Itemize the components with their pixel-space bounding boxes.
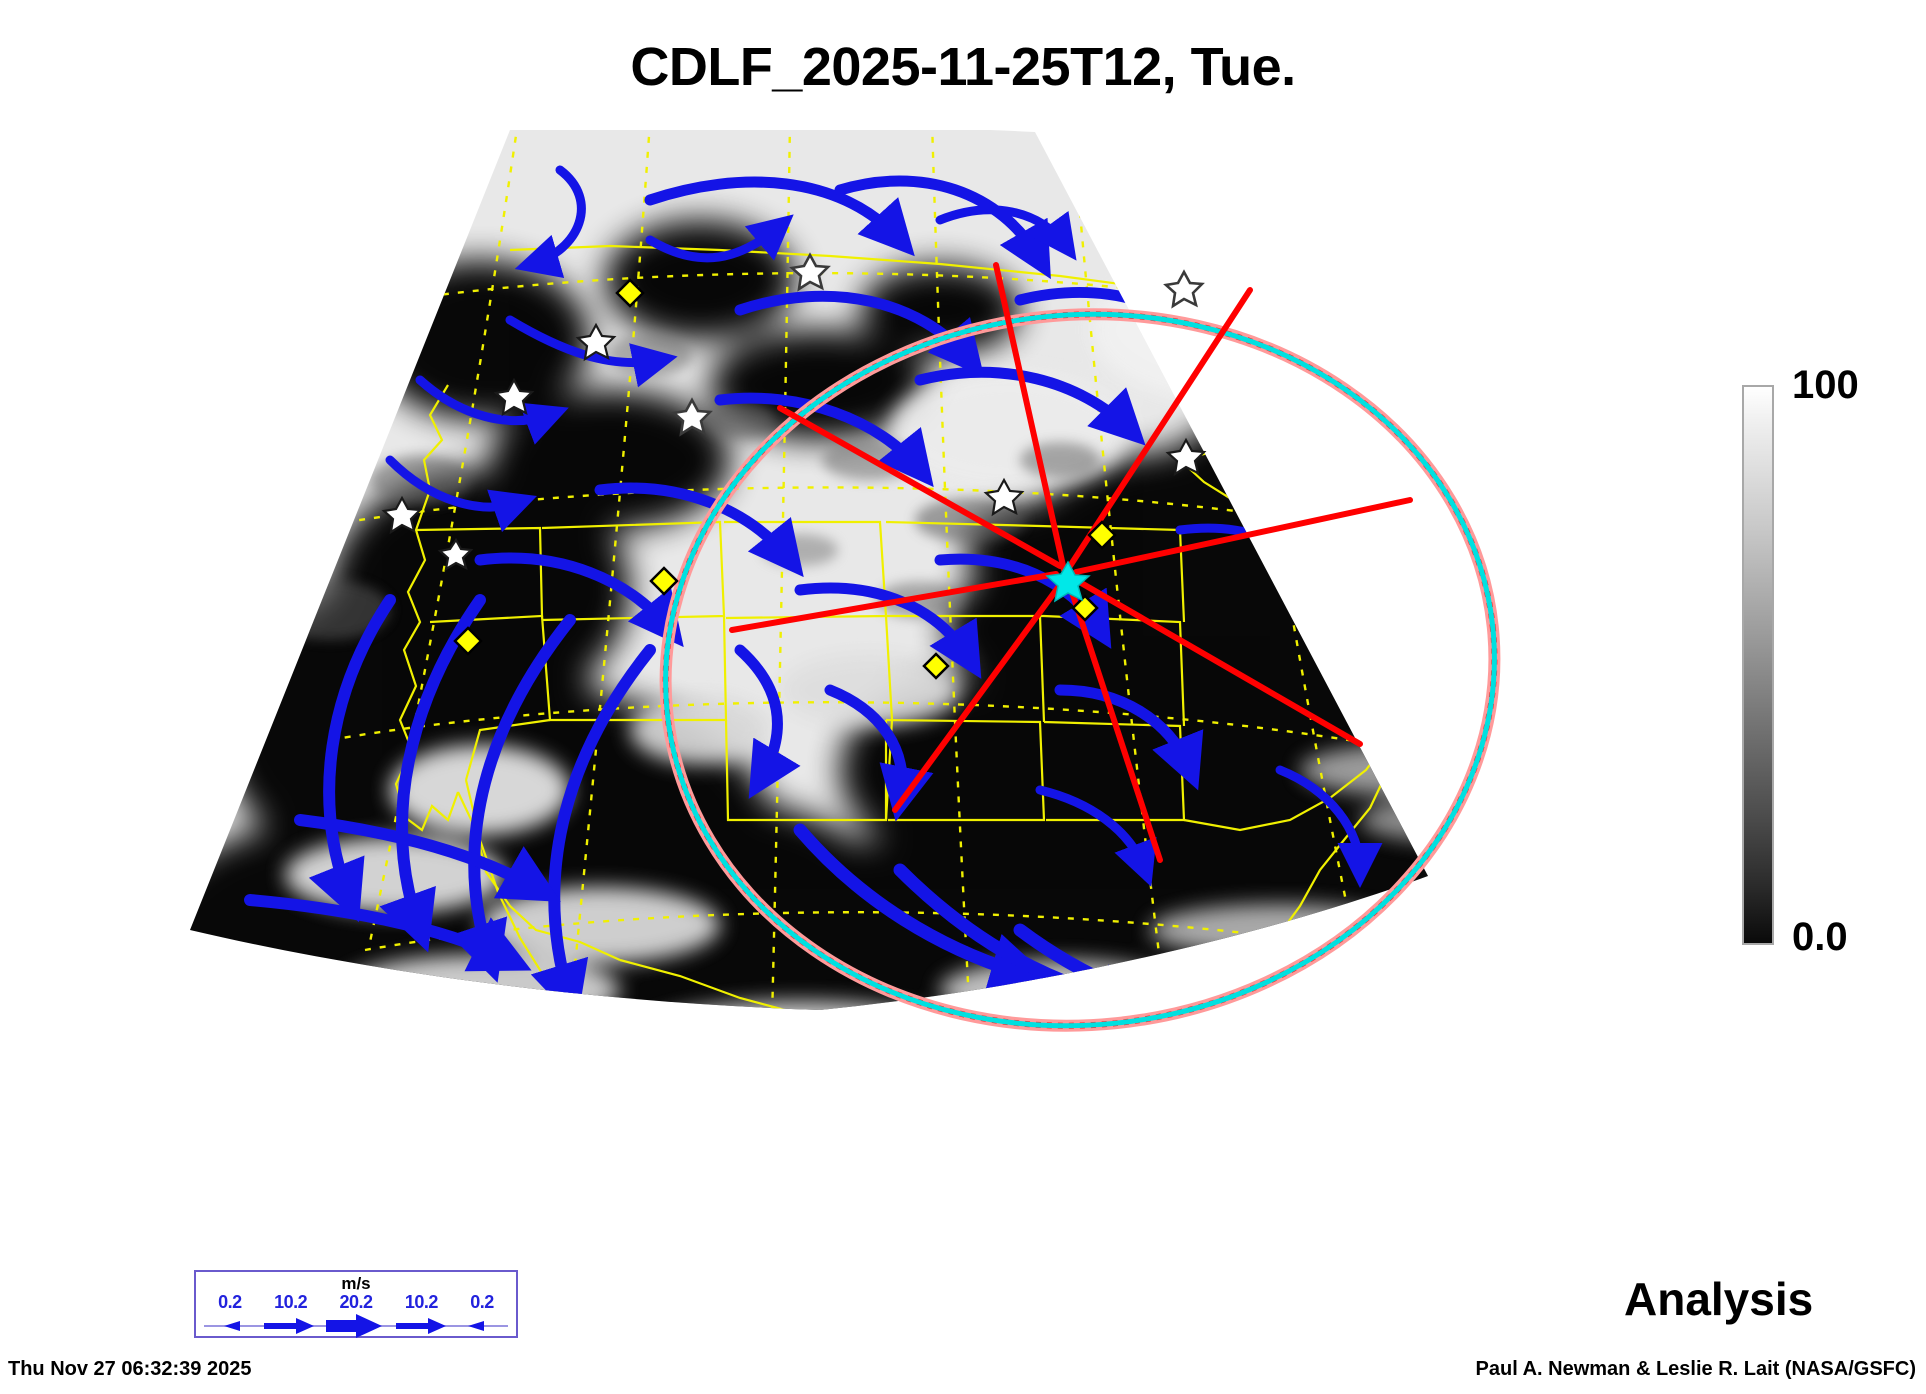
wind-legend-values: 0.2 10.2 20.2 10.2 0.2: [196, 1292, 516, 1313]
colorbar: 100 0.0: [1742, 363, 1912, 975]
wind-legend-value-4: 0.2: [470, 1292, 494, 1312]
horizon-ellipse: [659, 308, 1501, 1032]
colorbar-max-label: 100: [1792, 363, 1859, 407]
author-credit: Paul A. Newman & Leslie R. Lait (NASA/GS…: [1475, 1358, 1916, 1380]
wind-legend-value-2: 20.2: [339, 1292, 373, 1312]
render-timestamp: Thu Nov 27 06:32:39 2025: [8, 1358, 252, 1380]
page-title: CDLF_2025-11-25T12, Tue.: [630, 37, 1296, 97]
map-panel[interactable]: [180, 130, 1740, 1270]
analysis-label: Analysis: [1624, 1273, 1814, 1325]
marker-diamond: [453, 278, 1117, 680]
wind-legend-value-1: 10.2: [274, 1292, 308, 1312]
wind-legend-arrow-scale: [204, 1314, 508, 1338]
marker-star-hollow: [671, 252, 1205, 437]
radial-lines-layer: [729, 262, 1413, 863]
wind-legend-value-3: 10.2: [404, 1292, 439, 1312]
center-station-star: [1045, 560, 1091, 603]
wind-speed-legend: m/s 0.2 10.2 20.2 10.2 0.2: [194, 1270, 518, 1338]
marker-star-filled: [381, 322, 1207, 572]
colorbar-min-label: 0.0: [1792, 915, 1848, 959]
markers-layer: [381, 252, 1207, 680]
map-raster-layer: [190, 130, 1428, 1010]
colorbar-gradient: [1742, 385, 1774, 945]
wind-legend-value-0: 0.2: [218, 1292, 242, 1312]
wind-legend-unit-label: m/s: [341, 1274, 371, 1293]
